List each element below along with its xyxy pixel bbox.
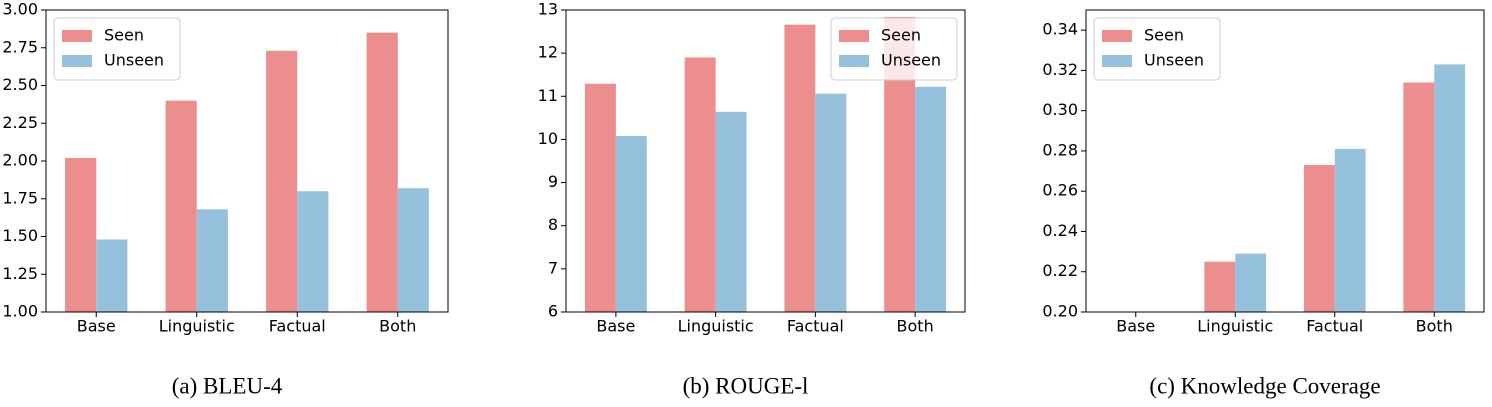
chart: 1.00 1.25 1.50 1.75 2.00 2.25 2.50 2.75 3.00 Base… (2, 0, 449, 398)
bar (366, 32, 398, 313)
bar (297, 191, 329, 312)
x-tick-label: Factual (1306, 317, 1363, 336)
chart: 6 7 8 9 10 11 12 13 Base Linguistic Factual Both See… (538, 0, 966, 398)
caption: (a) BLEU-4 (172, 373, 283, 398)
bar (65, 157, 97, 312)
bar (784, 24, 816, 312)
legend-label: Unseen (881, 51, 941, 70)
y-tick-label: 12 (538, 43, 558, 62)
bar (1303, 165, 1335, 312)
legend-label: Seen (104, 26, 144, 45)
y-tick-label: 0.26 (1042, 181, 1078, 200)
bar (815, 93, 847, 312)
x-tick-label: Linguistic (1197, 317, 1273, 336)
y-tick-label: 0.22 (1042, 261, 1078, 280)
y-tick-label: 1.25 (2, 264, 38, 283)
bar (96, 239, 128, 312)
y-tick-label: 0.30 (1042, 100, 1078, 119)
y-tick-label: 0.20 (1042, 302, 1078, 321)
bar (1434, 64, 1466, 312)
legend-swatch (1102, 30, 1132, 42)
y-tick-label: 2.00 (2, 151, 38, 170)
plot-frame (45, 9, 449, 313)
x-tick-label: Base (1116, 317, 1155, 336)
plot-frame (1085, 9, 1485, 313)
legend-label: Unseen (1144, 51, 1204, 70)
bar (397, 188, 429, 312)
y-tick-label: 0.28 (1042, 140, 1078, 159)
legend-swatch (1102, 55, 1132, 67)
y-tick-label: 1.00 (2, 302, 38, 321)
y-tick-label: 0.34 (1042, 20, 1078, 39)
y-tick-label: 1.75 (2, 188, 38, 207)
y-tick-label: 9 (548, 172, 558, 191)
x-tick-label: Both (379, 317, 416, 336)
y-tick-label: 2.75 (2, 37, 38, 56)
legend-swatch (839, 55, 869, 67)
bar (1334, 148, 1366, 312)
caption: (c) Knowledge Coverage (1149, 373, 1380, 398)
bar (1403, 82, 1435, 312)
y-tick-label: 2.50 (2, 75, 38, 94)
bar (584, 83, 616, 312)
bar (196, 209, 228, 312)
legend-label: Seen (881, 26, 921, 45)
bar (615, 135, 647, 312)
x-tick-label: Both (1416, 317, 1453, 336)
y-tick-label: 1.50 (2, 226, 38, 245)
y-tick-label: 11 (538, 86, 558, 105)
caption: (b) ROUGE-l (683, 373, 809, 398)
bar (684, 57, 716, 313)
legend-label: Unseen (104, 51, 164, 70)
chart: 0.20 0.22 0.24 0.26 0.28 0.30 0.32 0.34 Base Ling… (1042, 9, 1485, 398)
x-tick-label: Factual (269, 317, 326, 336)
y-tick-label: 6 (548, 302, 558, 321)
y-tick-label: 0.24 (1042, 221, 1078, 240)
y-tick-label: 8 (548, 215, 558, 234)
bar (165, 100, 197, 312)
y-tick-label: 3.00 (2, 0, 38, 19)
x-tick-label: Base (596, 317, 635, 336)
plot-frame (565, 9, 966, 313)
legend-label: Seen (1144, 26, 1184, 45)
x-tick-label: Linguistic (159, 317, 235, 336)
legend-swatch (62, 55, 92, 67)
bar (915, 86, 947, 313)
y-tick-label: 10 (538, 129, 558, 148)
x-tick-label: Linguistic (678, 317, 754, 336)
x-tick-label: Factual (787, 317, 844, 336)
bar (715, 111, 747, 313)
y-tick-label: 0.32 (1042, 60, 1078, 79)
bar (1235, 253, 1267, 312)
y-tick-label: 13 (538, 0, 558, 19)
bar (266, 50, 298, 313)
legend-swatch (62, 30, 92, 42)
legend-swatch (839, 30, 869, 42)
bar (1204, 261, 1236, 312)
x-tick-label: Base (77, 317, 116, 336)
x-tick-label: Both (897, 317, 934, 336)
y-tick-label: 7 (548, 258, 558, 277)
y-tick-label: 2.25 (2, 113, 38, 132)
